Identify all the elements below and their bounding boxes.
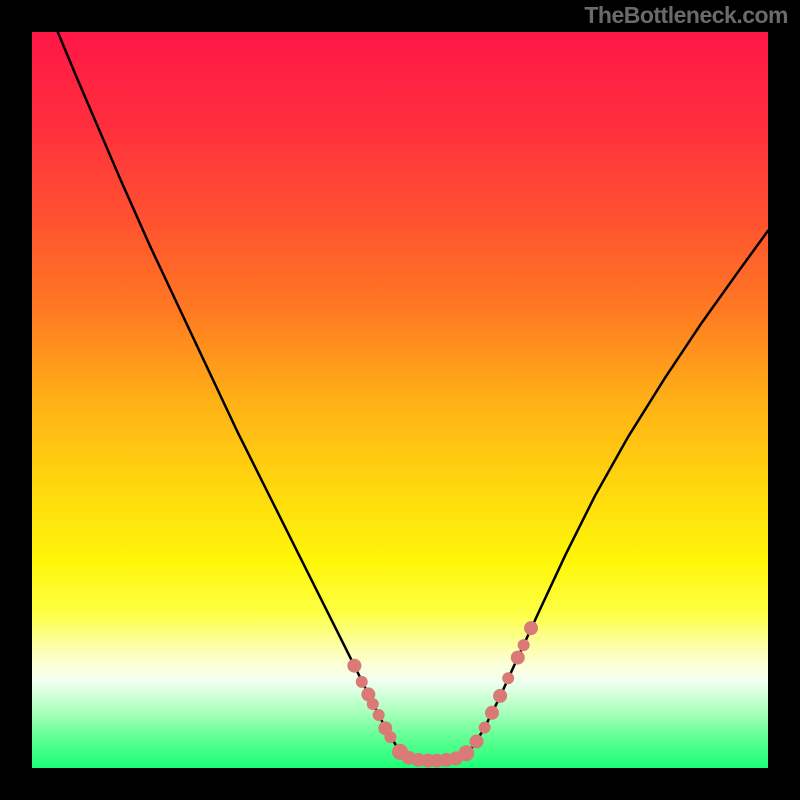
data-marker [458, 745, 474, 761]
data-marker [518, 639, 530, 651]
data-marker [524, 621, 538, 635]
data-marker [511, 651, 525, 665]
data-marker [479, 722, 491, 734]
watermark-text: TheBottleneck.com [584, 2, 788, 29]
data-marker [470, 735, 484, 749]
data-marker [356, 676, 368, 688]
bottleneck-curve-chart [32, 32, 768, 768]
chart-container [32, 32, 768, 768]
data-marker [485, 706, 499, 720]
data-marker [347, 659, 361, 673]
data-marker [502, 672, 514, 684]
data-marker [384, 731, 396, 743]
data-marker [493, 689, 507, 703]
gradient-background [32, 32, 768, 768]
data-marker [373, 709, 385, 721]
data-marker [367, 698, 379, 710]
